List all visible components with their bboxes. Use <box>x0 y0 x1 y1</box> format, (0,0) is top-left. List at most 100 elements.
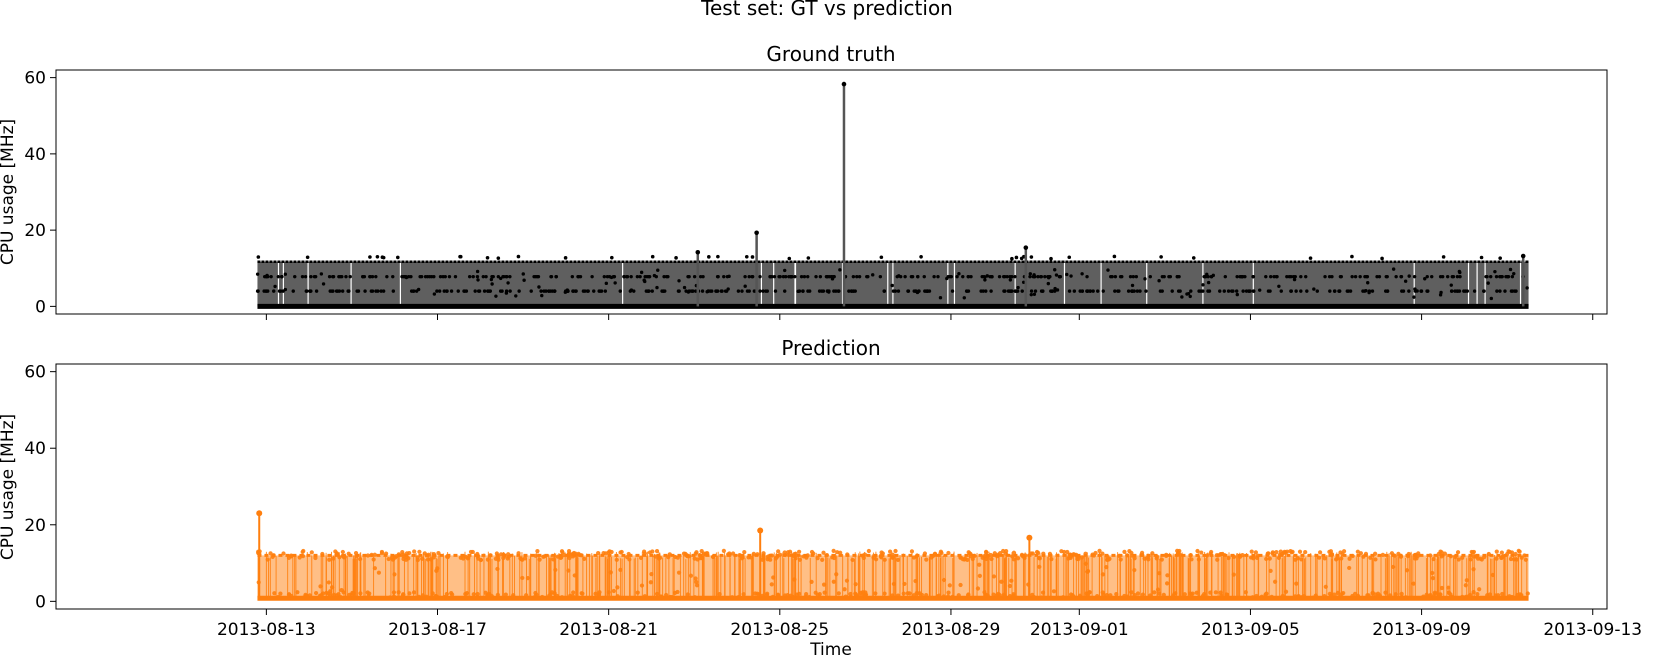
pred-data-point <box>1214 553 1219 558</box>
pred-data-point <box>478 557 483 563</box>
pred-data-point <box>821 550 826 555</box>
pred-data-point <box>1373 551 1378 556</box>
pred-data-point <box>836 591 841 596</box>
pred-data-point <box>309 550 314 555</box>
pred-data-point <box>485 592 491 597</box>
pred-data-point <box>1142 556 1147 561</box>
gt-data-point <box>563 256 568 260</box>
pred-data-point <box>816 593 821 598</box>
pred-data-point <box>1079 555 1085 560</box>
gt-data-point <box>266 274 270 279</box>
gt-data-point <box>1014 289 1018 293</box>
pred-data-point <box>879 555 884 560</box>
gt-data-point <box>1113 289 1117 293</box>
pred-data-point <box>1132 593 1137 598</box>
pred-data-point <box>1269 594 1274 599</box>
gt-data-point <box>692 274 697 279</box>
gt-data-point <box>1043 274 1047 279</box>
pred-data-point <box>1414 556 1419 561</box>
gt-data-point <box>1128 274 1133 279</box>
gt-data-point <box>997 274 1002 279</box>
pred-data-point <box>1196 557 1201 562</box>
x-tick-label: 2013-08-21 <box>559 620 658 640</box>
gt-data-point <box>1494 274 1499 279</box>
gt-data-point <box>793 274 797 279</box>
gt-data-point <box>607 274 612 279</box>
pred-data-point <box>994 593 999 598</box>
pred-data-point <box>297 555 302 560</box>
pred-data-point <box>331 592 337 597</box>
pred-data-point <box>1165 573 1170 578</box>
pred-data-point <box>850 557 855 563</box>
pred-data-point <box>711 554 716 560</box>
gt-data-point <box>896 289 901 293</box>
gt-data-point <box>313 274 318 279</box>
gt-data-point <box>1053 268 1057 272</box>
gt-data-point <box>624 274 629 279</box>
gt-data-point <box>1247 289 1251 293</box>
gt-data-point <box>638 274 642 279</box>
pred-data-point <box>372 552 377 557</box>
pred-data-point <box>551 557 556 562</box>
gt-data-point <box>1292 277 1297 282</box>
pred-data-point <box>1329 552 1335 558</box>
pred-data-point <box>764 592 770 598</box>
gt-data-point <box>1186 291 1191 296</box>
pred-data-point <box>300 554 306 559</box>
gt-data-point <box>1345 289 1349 293</box>
gt-data-point <box>1508 267 1513 272</box>
gt-data-point <box>821 289 826 293</box>
pred-data-point <box>863 595 868 600</box>
pred-data-point <box>901 591 906 596</box>
pred-data-point <box>1361 554 1366 559</box>
y-tick-label: 20 <box>24 516 46 536</box>
y-tick-label: 60 <box>24 363 46 383</box>
gt-data-point <box>647 274 651 279</box>
pred-data-point <box>1132 556 1137 561</box>
pred-data-point <box>420 593 425 598</box>
gt-data-point <box>1458 274 1462 279</box>
pred-data-point <box>830 555 835 560</box>
pred-data-point <box>1290 549 1295 554</box>
pred-data-point <box>464 591 470 596</box>
gt-data-point <box>1131 274 1136 279</box>
pred-data-point <box>471 592 476 597</box>
pred-data-point <box>1471 549 1477 555</box>
pred-data-point <box>746 555 751 560</box>
pred-data-point <box>693 576 698 581</box>
pred-data-point <box>1273 579 1278 584</box>
gt-data-point <box>1041 289 1045 293</box>
gt-data-point <box>946 274 950 279</box>
gt-data-point <box>790 274 794 279</box>
gt-data-point <box>321 282 326 286</box>
pred-data-point <box>911 555 917 560</box>
gt-data-point <box>1323 274 1327 279</box>
pred-data-point <box>346 551 351 556</box>
gt-data-point <box>1020 289 1024 293</box>
pred-data-point <box>1199 550 1204 555</box>
pred-data-point <box>1259 594 1264 599</box>
pred-data-point <box>1208 590 1213 595</box>
gt-data-point <box>879 255 884 260</box>
gt-data-point <box>1134 274 1139 279</box>
gt-data-point <box>618 289 622 293</box>
gt-data-point <box>802 274 807 279</box>
gt-data-point <box>988 274 992 279</box>
gt-data-point <box>505 274 509 279</box>
pred-data-point <box>475 595 480 600</box>
gt-data-point <box>744 254 749 259</box>
ground-truth-panel: Ground truth 0 20 40 60 CPU usage [MHz] <box>0 42 1608 320</box>
gt-data-point <box>496 274 501 279</box>
pred-data-point <box>1004 548 1009 554</box>
pred-data-point <box>1189 557 1194 562</box>
gt-data-point <box>331 274 336 279</box>
pred-data-point <box>1083 551 1088 556</box>
pred-data-point <box>276 594 281 600</box>
pred-data-point <box>618 567 623 572</box>
prediction-axes-frame <box>55 363 1608 610</box>
pred-data-point <box>742 549 747 555</box>
pred-data-point <box>999 579 1004 584</box>
pred-data-point <box>615 585 620 590</box>
pred-data-point <box>502 595 508 601</box>
